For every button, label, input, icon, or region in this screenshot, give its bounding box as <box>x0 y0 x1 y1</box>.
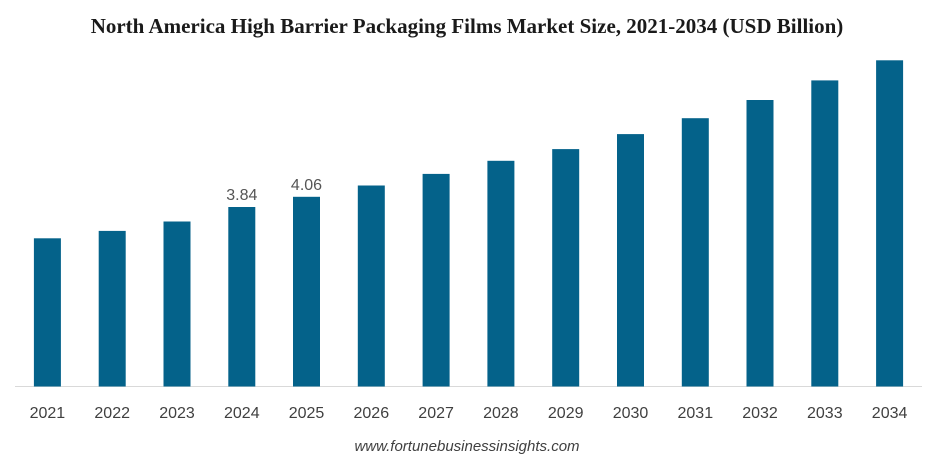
bar-2027 <box>422 173 450 387</box>
bar-2026 <box>357 185 385 387</box>
x-tick-label-2027: 2027 <box>418 405 454 422</box>
x-tick-label-2023: 2023 <box>159 405 195 422</box>
bar-2031 <box>681 118 709 387</box>
source-note: www.fortunebusinessinsights.com <box>354 438 580 455</box>
bar-2023 <box>163 221 191 387</box>
x-tick-label-2026: 2026 <box>354 405 390 422</box>
data-label-2025: 4.06 <box>291 177 322 194</box>
x-tick-label-2033: 2033 <box>807 405 843 422</box>
chart-title: North America High Barrier Packaging Fil… <box>90 14 844 38</box>
data-label-2024: 3.84 <box>226 187 257 204</box>
bar-2024 <box>228 207 256 387</box>
bar-2029 <box>552 149 580 387</box>
x-tick-label-2022: 2022 <box>94 405 130 422</box>
bar-2032 <box>746 100 774 387</box>
x-tick-label-2031: 2031 <box>678 405 714 422</box>
x-tick-label-2021: 2021 <box>30 405 66 422</box>
x-tick-label-2028: 2028 <box>483 405 519 422</box>
x-tick-label-2029: 2029 <box>548 405 584 422</box>
bar-2028 <box>487 160 515 387</box>
bar-2033 <box>811 80 839 387</box>
x-tick-label-2024: 2024 <box>224 405 260 422</box>
x-tick-label-2030: 2030 <box>613 405 649 422</box>
bar-2021 <box>33 238 61 387</box>
bar-2034 <box>876 60 904 387</box>
bar-2022 <box>98 230 126 387</box>
x-tick-label-2032: 2032 <box>742 405 778 422</box>
x-tick-label-2034: 2034 <box>872 405 908 422</box>
x-tick-label-2025: 2025 <box>289 405 325 422</box>
bar-2025 <box>293 196 320 387</box>
bar-2030 <box>617 134 644 387</box>
